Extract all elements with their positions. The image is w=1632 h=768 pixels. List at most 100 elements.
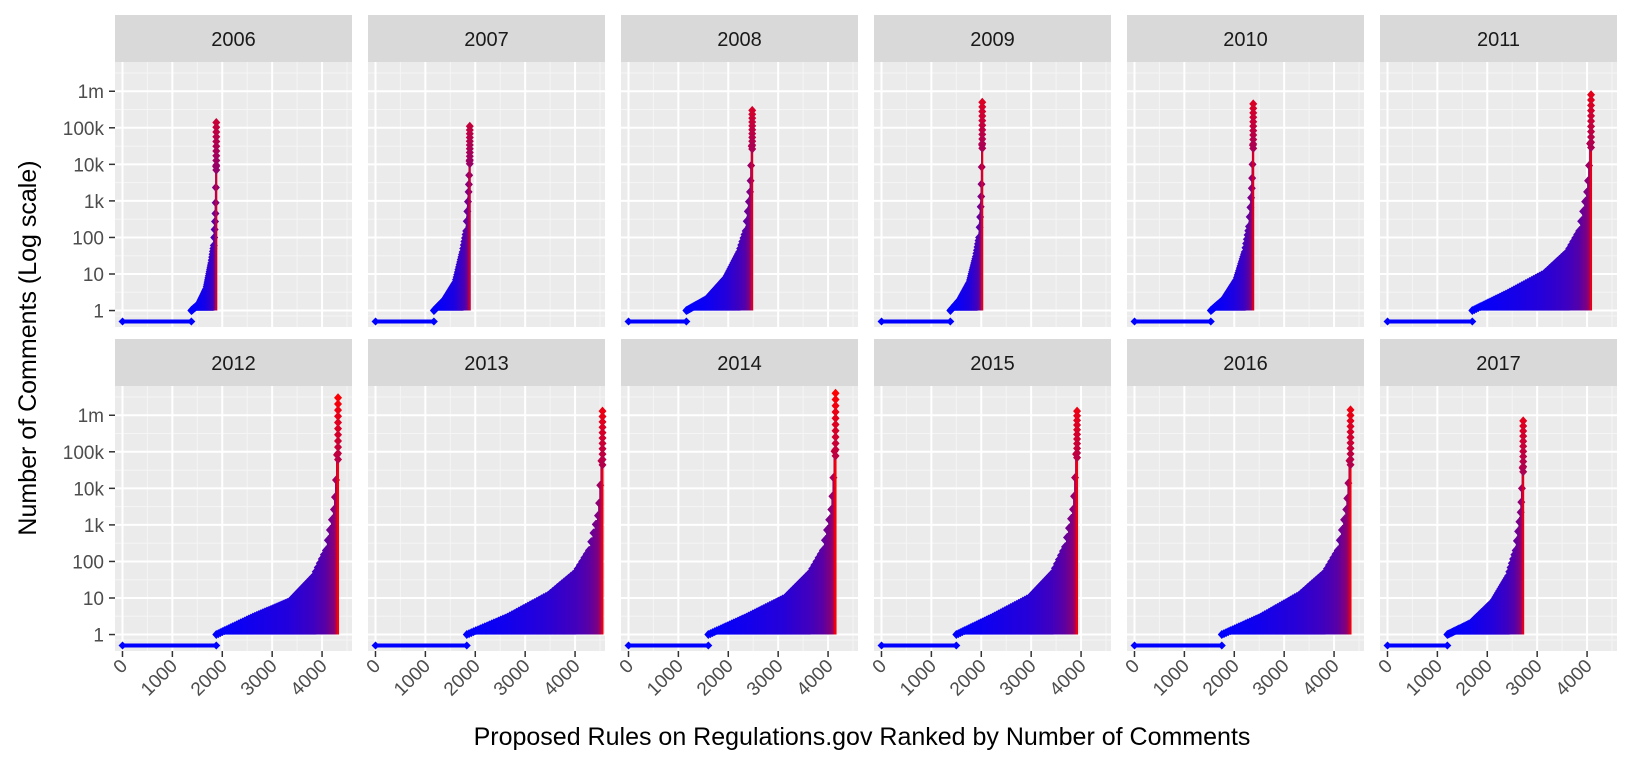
data-point (334, 442, 343, 452)
data-point (598, 438, 607, 448)
data-point (1587, 116, 1596, 126)
data-point (978, 139, 987, 149)
data-point (1346, 421, 1355, 431)
data-point (187, 317, 196, 326)
data-point (212, 151, 221, 161)
y-tick-label: 100 (72, 228, 104, 249)
data-point (118, 317, 127, 326)
y-tick-label: 10 (83, 589, 104, 610)
facet-strip (874, 15, 1111, 62)
panel-2007: 2007 (368, 15, 605, 327)
data-point (1383, 317, 1392, 326)
data-point (978, 125, 987, 135)
data-point (1519, 431, 1528, 441)
data-point (212, 132, 221, 142)
data-point (334, 399, 343, 409)
facet-panels: 2006 1 10 100 1k 10k 100k 1m 2007 2008 2009 2010 201… (63, 15, 1617, 700)
data-point (1519, 421, 1528, 431)
data-point (978, 106, 987, 116)
data-point (1519, 467, 1528, 477)
data-point (1587, 137, 1596, 147)
data-point (212, 165, 221, 175)
data-point (1073, 434, 1082, 444)
facet-strip-label: 2006 (211, 29, 256, 51)
data-point (1346, 427, 1355, 437)
facet-strip-label: 2016 (1223, 353, 1268, 375)
facet-strip (368, 339, 605, 386)
data-point (831, 451, 840, 461)
data-point (1587, 121, 1596, 131)
data-point (598, 460, 607, 470)
data-point (1249, 143, 1258, 153)
data-point (978, 143, 987, 153)
data-point (598, 455, 607, 465)
y-tick-label: 1k (84, 516, 105, 537)
y-tick-label: 1 (93, 302, 104, 323)
data-point (831, 407, 840, 417)
data-point (1073, 429, 1082, 439)
data-point (598, 428, 607, 438)
facet-strip (115, 339, 352, 386)
data-point (1346, 405, 1355, 415)
x-axis-title: Proposed Rules on Regulations.gov Ranked… (474, 723, 1251, 751)
facet-strip (1127, 15, 1364, 62)
data-point (334, 430, 343, 440)
data-point (978, 111, 987, 121)
data-point (1073, 453, 1082, 463)
data-point (978, 102, 987, 112)
data-point (1587, 106, 1596, 116)
data-point (1468, 317, 1477, 326)
data-point (1073, 411, 1082, 421)
data-point (1443, 641, 1452, 650)
data-point (598, 417, 607, 427)
facet-strip-label: 2007 (464, 29, 509, 51)
data-point (212, 141, 221, 151)
data-point (1519, 446, 1528, 456)
facet-strip (115, 15, 352, 62)
y-tick-label: 100k (63, 119, 105, 140)
data-point (831, 401, 840, 411)
y-axis-title: Number of Comments (Log scale) (14, 160, 42, 535)
data-point (946, 317, 955, 326)
data-point (1587, 95, 1596, 105)
facet-strip-label: 2011 (1477, 29, 1520, 51)
data-point (831, 445, 840, 455)
facet-strip-label: 2015 (970, 353, 1015, 375)
data-point (1519, 426, 1528, 436)
facet-strip-label: 2013 (464, 353, 509, 375)
data-point (334, 436, 343, 446)
data-point (334, 424, 343, 434)
data-point (212, 160, 221, 170)
data-point (831, 388, 840, 398)
data-point (1519, 457, 1528, 467)
data-point (831, 438, 840, 448)
data-point (1217, 641, 1226, 650)
y-tick-label: 100 (72, 552, 104, 573)
data-point (429, 317, 438, 326)
data-point (334, 393, 343, 403)
data-point (831, 413, 840, 423)
data-point (1346, 460, 1355, 470)
data-point (1073, 439, 1082, 449)
data-point (978, 97, 987, 107)
panel-background (115, 62, 352, 327)
data-point (1519, 441, 1528, 451)
data-point (1346, 410, 1355, 420)
data-point (1130, 641, 1139, 650)
data-point (598, 433, 607, 443)
panel-2011: 2011 (1380, 15, 1617, 327)
data-point (1073, 406, 1082, 416)
panel-background (874, 62, 1111, 327)
data-point (212, 136, 221, 146)
panel-2010: 2010 (1127, 15, 1364, 327)
data-point (624, 641, 633, 650)
facet-strip-label: 2014 (717, 353, 762, 375)
data-point (371, 641, 380, 650)
data-point (831, 394, 840, 404)
data-point (212, 127, 221, 137)
data-point (334, 405, 343, 415)
data-point (1519, 462, 1528, 472)
